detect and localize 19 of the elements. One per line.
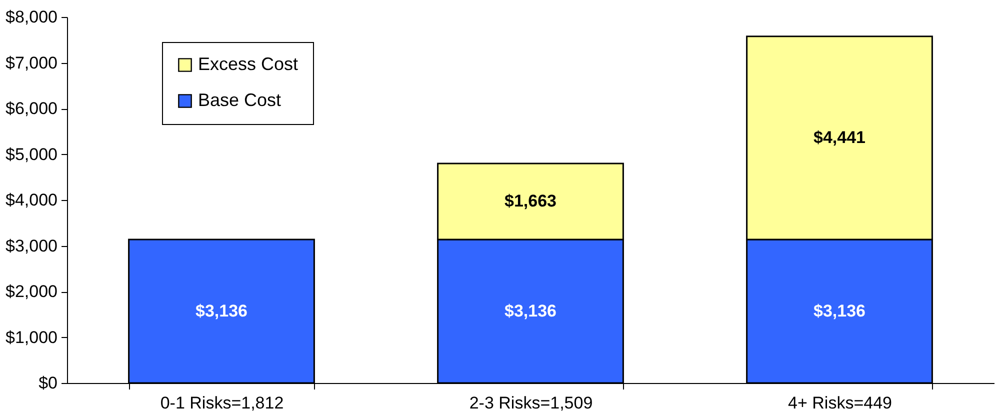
y-tick-label: $6,000	[6, 99, 58, 118]
legend-label: Base Cost	[198, 90, 282, 110]
data-label: $4,441	[814, 128, 866, 147]
data-label: $3,136	[814, 301, 866, 320]
data-label: $3,136	[504, 301, 556, 320]
x-tick-label: 2-3 Risks=1,509	[469, 394, 593, 412]
y-tick-label: $5,000	[6, 144, 58, 164]
y-tick-label: $2,000	[6, 282, 58, 301]
y-tick-label: $1,000	[6, 328, 58, 347]
y-tick-label: $0	[38, 374, 58, 392]
data-label: $1,663	[504, 191, 556, 210]
data-label: $3,136	[196, 301, 248, 320]
legend-label: Excess Cost	[198, 54, 298, 74]
y-tick-label: $3,000	[6, 236, 58, 256]
y-tick-label: $7,000	[6, 53, 58, 72]
y-tick-label: $4,000	[6, 190, 58, 210]
x-tick-label: 4+ Risks=449	[788, 394, 892, 412]
x-tick-label: 0-1 Risks=1,812	[160, 394, 284, 412]
y-tick-label: $8,000	[6, 8, 58, 26]
